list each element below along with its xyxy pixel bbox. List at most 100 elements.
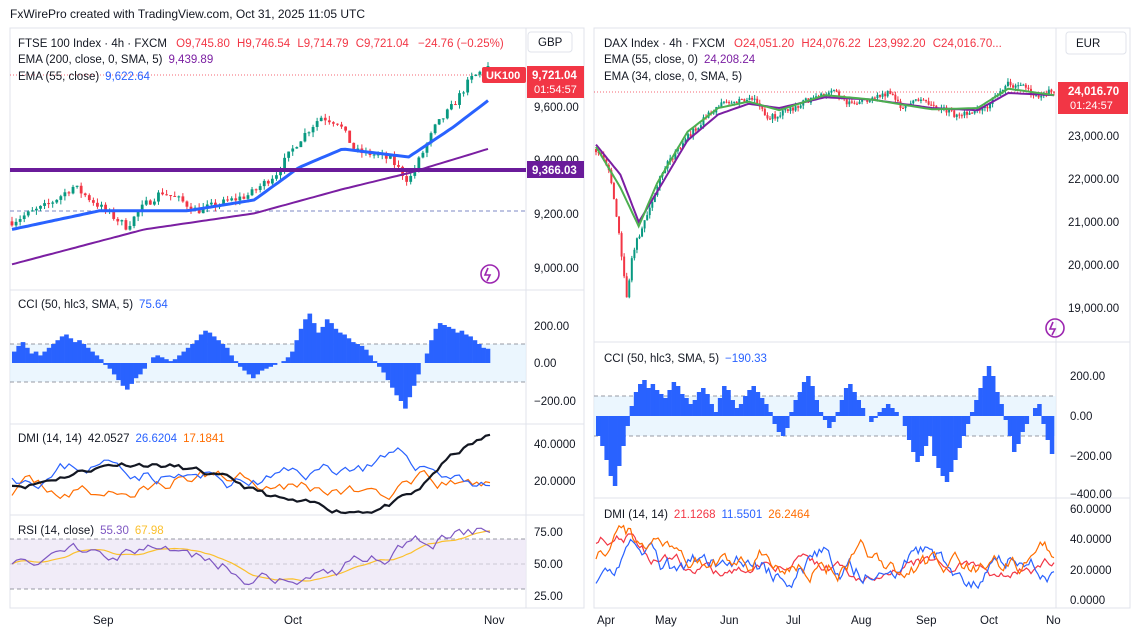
ticker-tag [482, 67, 526, 83]
minus-di-value: 26.2464 [768, 509, 810, 521]
price-axis-label: 20,000.00 [1068, 260, 1119, 272]
candle-body [388, 155, 392, 159]
plus-di-value: 11.5501 [722, 509, 763, 521]
cci-bar [181, 351, 187, 363]
candle-body [319, 117, 323, 122]
rsi-value: 55.30 [100, 525, 129, 537]
cci-bar [701, 388, 706, 416]
candle-body [925, 100, 928, 102]
cci-bar [911, 416, 916, 452]
ftse-time-axis[interactable]: Sep Oct Nov [93, 615, 505, 627]
candle-body [266, 180, 270, 184]
ticker-tag-text: UK100 [486, 70, 520, 82]
candle-body [681, 143, 684, 149]
candle-body [120, 220, 124, 222]
candle-body [205, 204, 209, 208]
dmi-axis-label: 20.0000 [1070, 565, 1112, 577]
candle-body [372, 154, 376, 156]
cci-bar [764, 404, 769, 416]
cci-bar [625, 416, 630, 426]
cci-bar [633, 392, 639, 416]
candle-body [222, 199, 225, 205]
cci-bar [885, 404, 891, 416]
candle-body [848, 101, 851, 105]
price-axis-label: 9,200.00 [534, 209, 579, 221]
cci-bar [120, 363, 126, 386]
candle-body [894, 94, 897, 100]
cci-bar [801, 382, 807, 416]
cci-bar [982, 376, 988, 416]
last-price-tag [527, 66, 584, 98]
candle-body [1037, 95, 1040, 98]
dax-price-axis[interactable]: EUR 24,016.70 01:24:57 23,000.00 22,000.… [1058, 31, 1128, 315]
dax-time-axis[interactable]: Apr May Jun Jul Aug Sep Oct No [597, 615, 1061, 627]
candle-body [932, 104, 935, 106]
cci-bar [881, 408, 887, 416]
tv-replay-icon[interactable] [1045, 318, 1065, 338]
currency-button[interactable] [527, 31, 573, 53]
cci-bar [827, 416, 832, 428]
last-price-tag [1058, 82, 1128, 114]
candle-body [474, 74, 478, 77]
cci-bar [596, 416, 601, 436]
cci-bar [159, 357, 165, 363]
cci-bar [85, 347, 91, 363]
cci-bar [307, 313, 313, 363]
cci-bar [709, 404, 714, 416]
candle-body [917, 99, 920, 101]
low-value: L23,992.20 [868, 38, 926, 50]
cci-bar [220, 344, 226, 363]
candle-body [914, 99, 917, 101]
candle-body [18, 219, 22, 222]
cci-bar [848, 384, 853, 416]
cci-histogram [596, 366, 1055, 486]
tv-replay-icon[interactable] [480, 264, 500, 284]
cci-bar [468, 336, 473, 363]
candle-body [262, 180, 266, 187]
candle-body [692, 128, 695, 137]
candle-body [283, 157, 286, 171]
candle-body [735, 101, 738, 104]
candle-body [674, 151, 677, 160]
candle-body [712, 112, 715, 114]
candle-body [270, 178, 274, 184]
candle-body [51, 202, 55, 204]
candle-body [441, 118, 445, 120]
cci-bar [1016, 416, 1021, 444]
cci-bar [29, 353, 35, 363]
currency-button[interactable] [1065, 31, 1127, 55]
candle-body [963, 111, 966, 116]
time-axis-label: Jun [720, 615, 739, 627]
candle-body [26, 211, 30, 216]
ema34-line [595, 87, 1055, 229]
ftse-price-axis[interactable]: 9,600.00 9,400.00 9,200.00 9,000.00 GBP … [482, 31, 584, 275]
cci-bar [290, 351, 295, 363]
candle-body [1047, 89, 1050, 96]
dmi-axis-label: 20.0000 [534, 476, 576, 488]
candle-body [356, 148, 360, 150]
rsi-axis-label: 25.00 [534, 591, 563, 603]
candle-body [981, 107, 984, 111]
candle-body [973, 110, 976, 114]
candle-body [835, 90, 838, 92]
candle-body [679, 147, 682, 149]
candle-body [886, 90, 889, 97]
candle-body [763, 108, 766, 116]
cci-bar [835, 412, 841, 416]
candle-body [466, 79, 470, 93]
cci-bar [843, 388, 849, 416]
cci-bar [1045, 416, 1051, 440]
cci-bar [600, 416, 605, 446]
cci-bar [890, 408, 895, 416]
candle-body [14, 221, 18, 226]
candle-body [781, 110, 784, 116]
candle-body [279, 170, 282, 176]
cci-axis-label: −400.00 [1070, 489, 1112, 501]
ema2-label: EMA (34, close, 0, SMA, 5) [604, 71, 742, 83]
candle-body [1014, 85, 1017, 88]
cci-bar [726, 390, 731, 416]
cci-bar [255, 363, 260, 375]
svg-text:CCI (50, hlc3, SMA, 5)−190.33: CCI (50, hlc3, SMA, 5) −190.33 [604, 353, 767, 365]
